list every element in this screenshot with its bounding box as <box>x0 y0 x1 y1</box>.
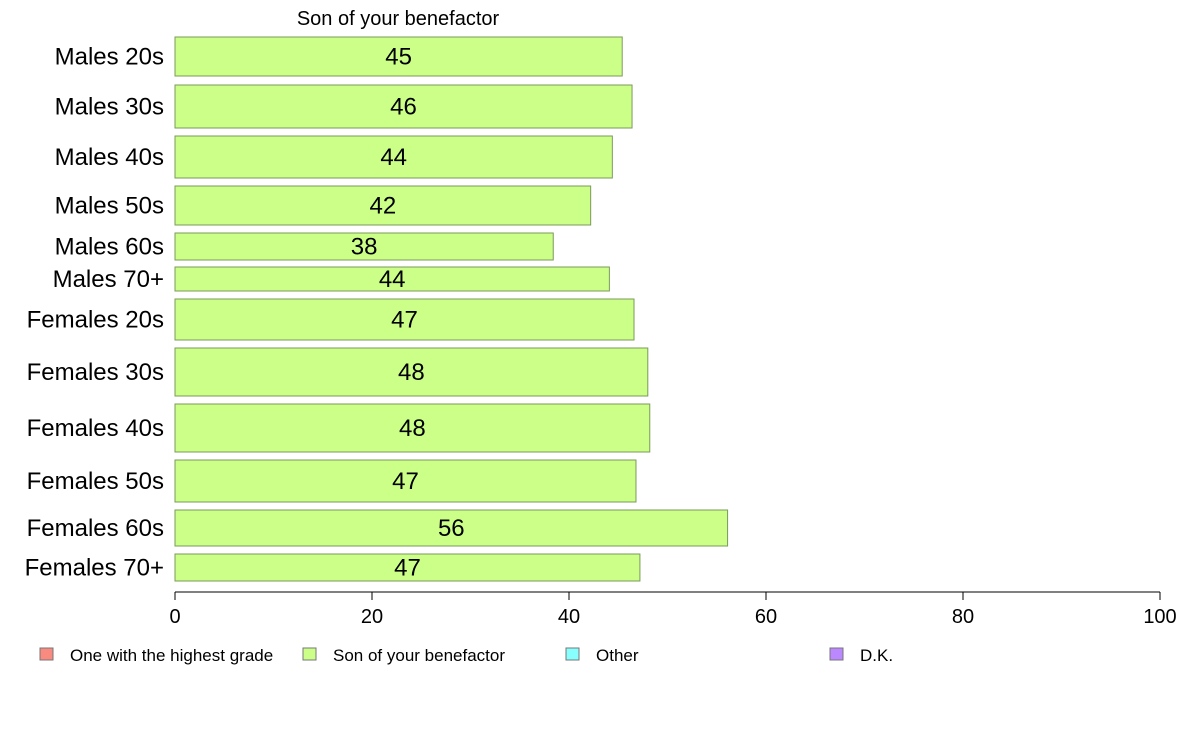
x-axis: 0 20 40 60 80 100 <box>169 591 1177 628</box>
legend-swatch <box>302 647 317 661</box>
bar-value-label: 38 <box>351 234 378 261</box>
bar <box>174 135 613 179</box>
bar <box>174 84 633 129</box>
legend: One with the highest grade Son of your be… <box>39 646 893 665</box>
bar-value-label: 42 <box>369 193 396 220</box>
bars-group: 45 Males 20s 46 Males 30s 44 Males 40s 42 Males… <box>25 36 729 582</box>
bar <box>174 232 554 261</box>
x-tick-label: 40 <box>558 606 580 628</box>
legend-swatch <box>39 647 54 661</box>
x-tick-label: 20 <box>361 606 383 628</box>
x-tick-label: 0 <box>169 606 180 628</box>
bar-value-label: 45 <box>385 44 412 71</box>
bar-value-label: 48 <box>399 415 426 442</box>
chart-title: Son of your benefactor <box>297 8 500 30</box>
x-tick-label: 100 <box>1143 606 1176 628</box>
bar-value-label: 56 <box>438 515 465 542</box>
legend-swatch <box>829 647 844 661</box>
category-label: Females 50s <box>27 468 164 495</box>
bar <box>174 266 610 292</box>
bar-value-label: 47 <box>391 307 418 334</box>
legend-label: Other <box>596 646 639 665</box>
category-label: Females 30s <box>27 359 164 386</box>
bar <box>174 298 635 341</box>
bar <box>174 553 641 582</box>
bar <box>174 185 592 226</box>
category-label: Males 50s <box>55 193 164 220</box>
category-label: Females 70+ <box>25 555 164 582</box>
category-label: Males 20s <box>55 44 164 71</box>
x-tick-label: 60 <box>755 606 777 628</box>
bar-value-label: 46 <box>390 94 417 121</box>
category-label: Males 60s <box>55 234 164 261</box>
bar <box>174 403 651 453</box>
bar <box>174 509 729 547</box>
legend-label: D.K. <box>860 646 893 665</box>
bar <box>174 36 623 77</box>
category-label: Females 40s <box>27 415 164 442</box>
category-label: Males 70+ <box>53 266 164 293</box>
bar-value-label: 44 <box>380 144 407 171</box>
category-label: Males 40s <box>55 144 164 171</box>
legend-swatch <box>565 647 580 661</box>
legend-label: Son of your benefactor <box>333 646 505 665</box>
category-label: Males 30s <box>55 94 164 121</box>
bar-value-label: 47 <box>392 468 419 495</box>
category-label: Females 60s <box>27 515 164 542</box>
bar-value-label: 47 <box>394 555 421 582</box>
x-tick-label: 80 <box>952 606 974 628</box>
category-label: Females 20s <box>27 307 164 334</box>
bar-value-label: 48 <box>398 359 425 386</box>
bar <box>174 347 649 397</box>
legend-label: One with the highest grade <box>70 646 273 665</box>
bar <box>174 459 637 503</box>
bar-value-label: 44 <box>379 266 406 293</box>
